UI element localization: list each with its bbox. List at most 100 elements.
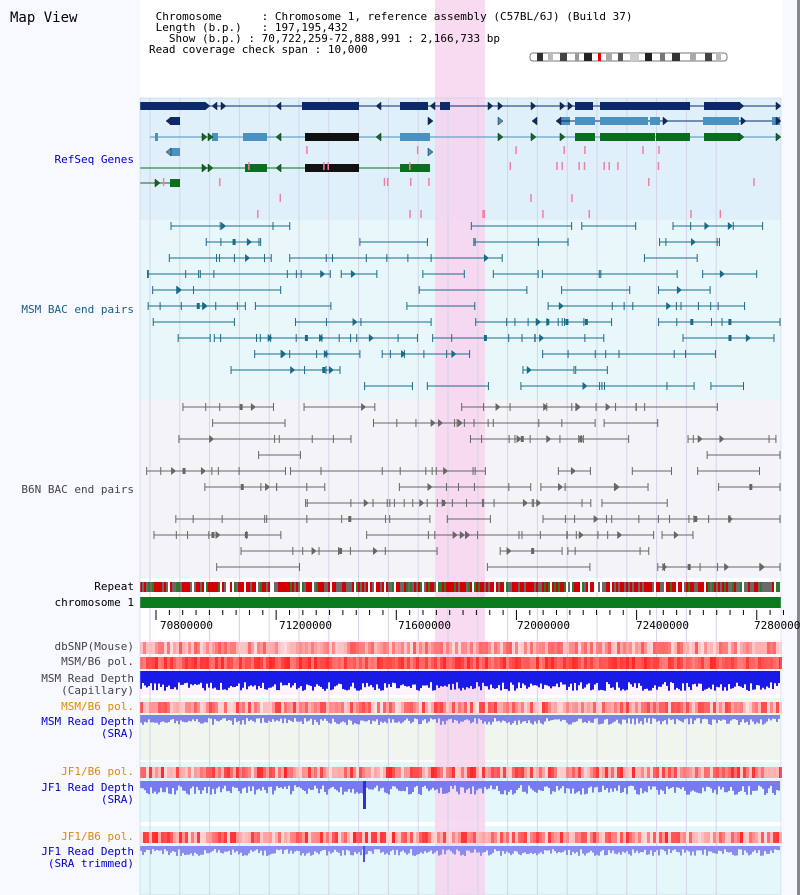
polymorphism-cell (533, 767, 536, 778)
polymorphism-cell (332, 702, 335, 713)
read-depth-bar (670, 715, 672, 720)
read-depth-bar (258, 715, 260, 719)
read-depth-bar (182, 715, 184, 722)
polymorphism-cell (614, 702, 617, 713)
read-depth-bar (316, 781, 318, 789)
track-label-jf1-depth[interactable]: JF1 Read Depth (SRA) (41, 782, 134, 806)
read-depth-bar (724, 781, 726, 793)
read-depth-bar (418, 715, 420, 725)
polymorphism-cell (641, 832, 644, 843)
polymorphism-cell (155, 657, 158, 669)
read-depth-bar (262, 781, 264, 787)
bac-arrow (728, 515, 734, 523)
polymorphism-cell (527, 767, 530, 778)
read-depth-bar (436, 846, 438, 851)
repeat-block (144, 582, 146, 592)
polymorphism-cell (713, 832, 716, 843)
repeat-block (762, 582, 764, 592)
polymorphism-cell (362, 642, 365, 654)
track-label-refseq[interactable]: RefSeq Genes (54, 153, 134, 166)
track-label-jf1-depth-trimmed[interactable]: JF1 Read Depth (SRA trimmed) (41, 846, 134, 870)
read-depth-bar (184, 781, 186, 791)
read-depth-bar (658, 715, 660, 721)
msm-depth-sra-line2: (SRA) (100, 727, 134, 740)
polymorphism-cell (563, 702, 566, 713)
track-label-jf1-b6-pol[interactable]: JF1/B6 pol. (61, 765, 134, 778)
read-depth-bar (772, 846, 774, 853)
polymorphism-cell (629, 767, 632, 778)
polymorphism-cell (470, 702, 473, 713)
read-depth-bar (500, 671, 502, 691)
read-depth-bar (720, 846, 722, 852)
polymorphism-cell (323, 832, 326, 843)
polymorphism-cell (482, 767, 485, 778)
read-depth-bar (636, 846, 638, 851)
track-label-b6n-bac[interactable]: B6N BAC end pairs (21, 483, 134, 496)
polymorphism-cell (518, 767, 521, 778)
polymorphism-cell (356, 767, 359, 778)
read-depth-bar (368, 671, 370, 687)
track-label-dbsnp[interactable]: dbSNP(Mouse) (54, 640, 134, 653)
polymorphism-cell (143, 832, 146, 843)
polymorphism-cell (350, 657, 353, 669)
repeat-block (286, 582, 288, 592)
read-depth-bar (482, 846, 484, 853)
polymorphism-cell (515, 642, 518, 654)
assembly-info: Chromosome : Chromosome 1, reference ass… (149, 10, 633, 56)
polymorphism-cell (200, 832, 203, 843)
read-depth-bar (560, 846, 562, 853)
polymorphism-cell (587, 767, 590, 778)
read-depth-bar (304, 671, 306, 690)
read-depth-bar (736, 715, 738, 721)
track-label-msm-depth-capillary[interactable]: MSM Read Depth (Capillary) (41, 673, 134, 697)
read-depth-bar (336, 846, 338, 852)
repeat-block (498, 582, 500, 592)
repeat-block (292, 582, 294, 592)
read-depth-bar (470, 846, 472, 853)
read-depth-bar (208, 715, 210, 719)
polymorphism-cell (209, 642, 212, 654)
polymorphism-cell (173, 832, 176, 843)
polymorphism-cell (404, 642, 407, 654)
polymorphism-cell (194, 657, 197, 669)
read-depth-bar (220, 715, 222, 720)
bac-arrow (558, 483, 564, 491)
repeat-block (474, 582, 476, 592)
read-depth-bar (158, 671, 160, 684)
repeat-block (182, 582, 184, 592)
polymorphism-cell (293, 767, 296, 778)
track-label-repeat[interactable]: Repeat (94, 580, 134, 593)
read-depth-bar (294, 846, 296, 852)
repeat-block (322, 582, 324, 592)
repeat-block (750, 582, 752, 592)
track-label-msm-b6-pol-sra[interactable]: MSM/B6 pol. (61, 700, 134, 713)
read-depth-bar (648, 715, 650, 719)
read-depth-bar (236, 715, 238, 723)
track-label-msm-b6-pol[interactable]: MSM/B6 pol. (61, 655, 134, 668)
read-depth-bar (230, 846, 232, 855)
read-depth-bar (654, 846, 656, 852)
polymorphism-cell (233, 642, 236, 654)
read-depth-bar (776, 715, 778, 722)
read-depth-bar (198, 671, 200, 685)
read-depth-bar (330, 715, 332, 724)
track-label-jf1-b6-pol-trim[interactable]: JF1/B6 pol. (61, 830, 134, 843)
read-depth-bar (580, 846, 582, 850)
track-label-msm-depth-sra[interactable]: MSM Read Depth (SRA) (41, 716, 134, 740)
polymorphism-cell (509, 832, 512, 843)
read-depth-bar (646, 846, 648, 855)
read-depth-bar (288, 715, 290, 720)
polymorphism-cell (362, 657, 365, 669)
read-depth-bar (182, 671, 184, 685)
polymorphism-cell (446, 767, 449, 778)
polymorphism-cell (638, 657, 641, 669)
polymorphism-cell (449, 767, 452, 778)
read-depth-bar (568, 671, 570, 687)
read-depth-bar (510, 846, 512, 856)
read-depth-bar (670, 671, 672, 683)
read-depth-bar (604, 671, 606, 691)
track-label-msm-bac[interactable]: MSM BAC end pairs (21, 303, 134, 316)
polymorphism-cell (389, 702, 392, 713)
gene-exon (155, 133, 158, 141)
